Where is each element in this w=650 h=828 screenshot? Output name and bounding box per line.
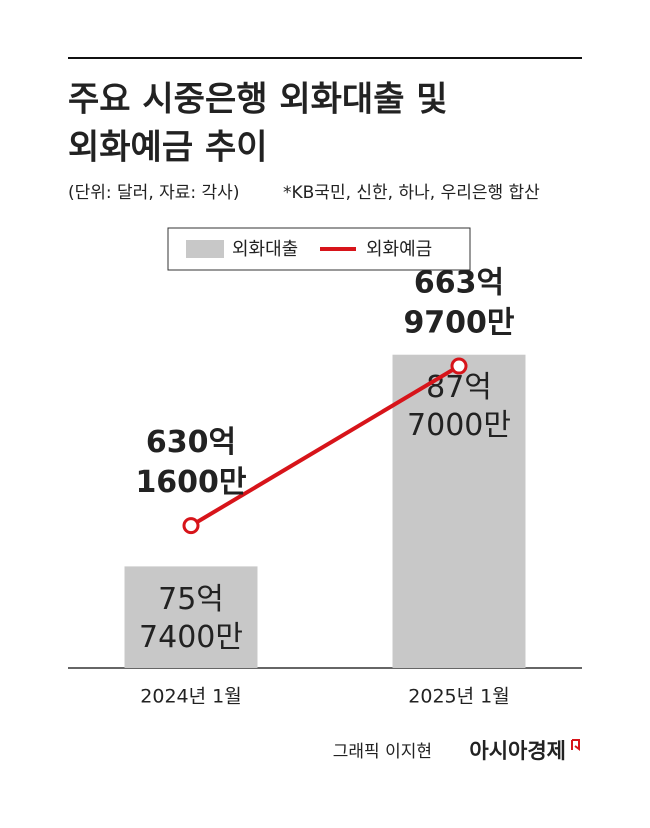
bar-value-label: 7400만 [139,620,243,655]
subtitle: (단위: 달러, 자료: 각사) [68,183,239,203]
bar [124,566,258,668]
x-tick-label: 2024년 1월 [140,686,241,708]
chart-title: 외화예금 추이 [68,128,268,168]
legend-label: 외화예금 [366,239,432,260]
bar-value-label: 87억 [426,370,492,405]
line-value-label: 9700만 [403,306,514,341]
chart-title: 주요 시중은행 외화대출 및 [68,80,448,120]
line-point [450,357,468,375]
legend-swatch [186,240,224,258]
credit: 그래픽 이지현 [333,742,432,762]
legend-label: 외화대출 [232,239,298,260]
legend-box [167,227,471,271]
logo: 아시아경제 [469,739,566,763]
line-point [182,517,200,535]
line-value-label: 630억 [146,425,236,460]
bar-value-label: 75억 [158,582,224,617]
logo-mark [571,739,580,751]
x-tick-label: 2025년 1월 [408,686,509,708]
bar-value-label: 7000만 [407,408,511,443]
line-value-label: 663억 [414,266,504,301]
note: *KB국민, 신한, 하나, 우리은행 합산 [283,183,540,203]
line [189,364,461,528]
bar [392,354,526,668]
line-value-label: 1600만 [135,465,246,500]
